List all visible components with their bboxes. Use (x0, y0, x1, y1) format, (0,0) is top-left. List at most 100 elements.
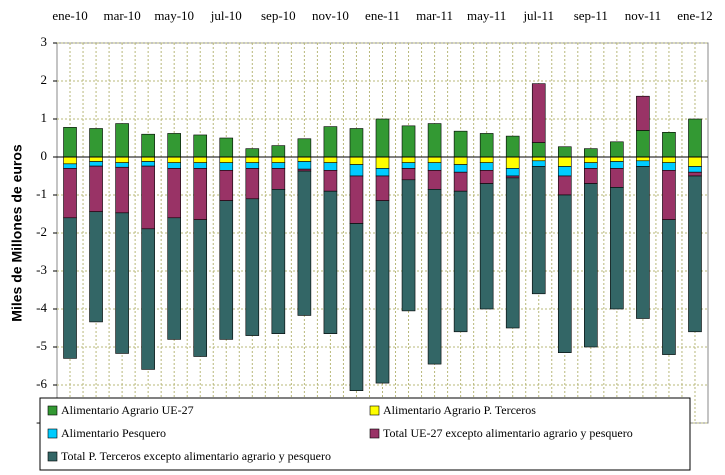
bar-segment (63, 156, 77, 165)
bar-segment (63, 163, 77, 169)
bar-segment (636, 160, 650, 167)
bar-segment (584, 148, 598, 158)
legend-swatch (369, 405, 380, 416)
bar-segment (453, 130, 468, 158)
bar-segment (271, 189, 286, 334)
y-tick-label: 3 (41, 34, 48, 49)
bar-segment (427, 162, 442, 171)
bar-segment (89, 165, 103, 213)
bar-segment (141, 228, 155, 370)
bar-segment (531, 83, 546, 143)
x-tick-label: jul-11 (522, 8, 554, 23)
bar-segment (141, 133, 155, 158)
bar-segment (167, 168, 181, 219)
legend (39, 397, 691, 471)
bar-segment (219, 162, 234, 171)
bar-segment (610, 141, 624, 158)
bar-segment (662, 132, 676, 158)
legend-label: Alimentario Pesquero (61, 426, 166, 440)
bar-segment (375, 156, 390, 169)
legend-label: Total UE-27 excepto alimentario agrario … (383, 426, 633, 440)
x-tick-label: nov-11 (625, 8, 661, 23)
bar-segment (479, 162, 494, 171)
bar-segment (453, 190, 468, 333)
y-tick-label: -5 (36, 338, 47, 353)
bar-segment (401, 162, 416, 169)
legend-swatch (47, 451, 58, 462)
legend-label: Alimentario Agrario UE-27 (61, 403, 194, 417)
bar-segment (89, 161, 103, 167)
bar-segment (531, 142, 546, 158)
bar-segment (245, 168, 260, 200)
bar-segment (636, 166, 650, 319)
bar-segment (323, 126, 338, 158)
bar-segment (584, 168, 598, 184)
legend-swatch (47, 405, 58, 416)
bar-segment (167, 156, 181, 163)
bar-segment (610, 161, 624, 169)
bar-segment (688, 156, 702, 167)
bar-segment (557, 194, 572, 353)
x-tick-label: ene-10 (52, 8, 87, 23)
bar-segment (584, 162, 598, 169)
bar-segment (557, 166, 572, 177)
bar-segment (375, 175, 390, 202)
bar-segment (662, 162, 676, 171)
bar-segment (193, 162, 208, 169)
bar-segment (193, 168, 208, 220)
bar-segment (219, 137, 234, 158)
bar-segment (219, 200, 234, 340)
x-tick-label: mar-11 (416, 8, 453, 23)
bar-segment (115, 212, 129, 354)
bar-segment (453, 164, 468, 173)
bar-segment (662, 156, 676, 163)
bar-segment (610, 156, 624, 162)
y-tick-label: -2 (36, 224, 47, 239)
bar-segment (349, 128, 364, 158)
bar-segment (688, 175, 702, 333)
y-tick-label: -6 (36, 376, 47, 391)
bar-segment (349, 223, 364, 391)
bar-segment (245, 148, 260, 158)
bar-segment (401, 168, 416, 181)
bar-segment (349, 156, 364, 165)
bar-segment (167, 217, 181, 340)
bar-segment (167, 162, 181, 169)
bar-segment (505, 177, 520, 329)
bar-segment (141, 161, 155, 167)
bar-segment (453, 156, 468, 165)
bar-segment (89, 128, 103, 158)
bar-segment (401, 125, 416, 158)
y-tick-label: -1 (36, 186, 47, 201)
bar-segment (89, 156, 103, 162)
y-tick-label: 0 (41, 148, 48, 163)
x-tick-label: sep-10 (261, 8, 296, 23)
x-tick-label: jul-10 (210, 8, 242, 23)
bar-segment (115, 123, 129, 158)
bar-segment (688, 118, 702, 158)
bar-segment (375, 118, 390, 158)
bar-segment (297, 161, 312, 170)
bar-segment (297, 170, 312, 316)
bar-segment (453, 171, 468, 192)
bar-segment (297, 138, 312, 158)
y-axis-label: Miles de Millones de euros (9, 144, 25, 322)
x-tick-label: ene-12 (677, 8, 712, 23)
bar-segment (219, 170, 234, 202)
bar-segment (479, 156, 494, 163)
x-tick-label: mar-10 (103, 8, 140, 23)
legend-swatch (47, 428, 58, 439)
bar-segment (531, 160, 546, 167)
bar-segment (479, 183, 494, 310)
bar-segment (271, 168, 286, 190)
bar-segment (505, 135, 520, 158)
bar-segment (323, 190, 338, 334)
bar-segment (89, 211, 103, 323)
bar-segment (662, 219, 676, 355)
bar-segment (636, 156, 650, 162)
bar-segment (557, 175, 572, 196)
bar-segment (219, 156, 234, 163)
bar-segment (636, 130, 650, 158)
bar-segment (688, 171, 702, 177)
